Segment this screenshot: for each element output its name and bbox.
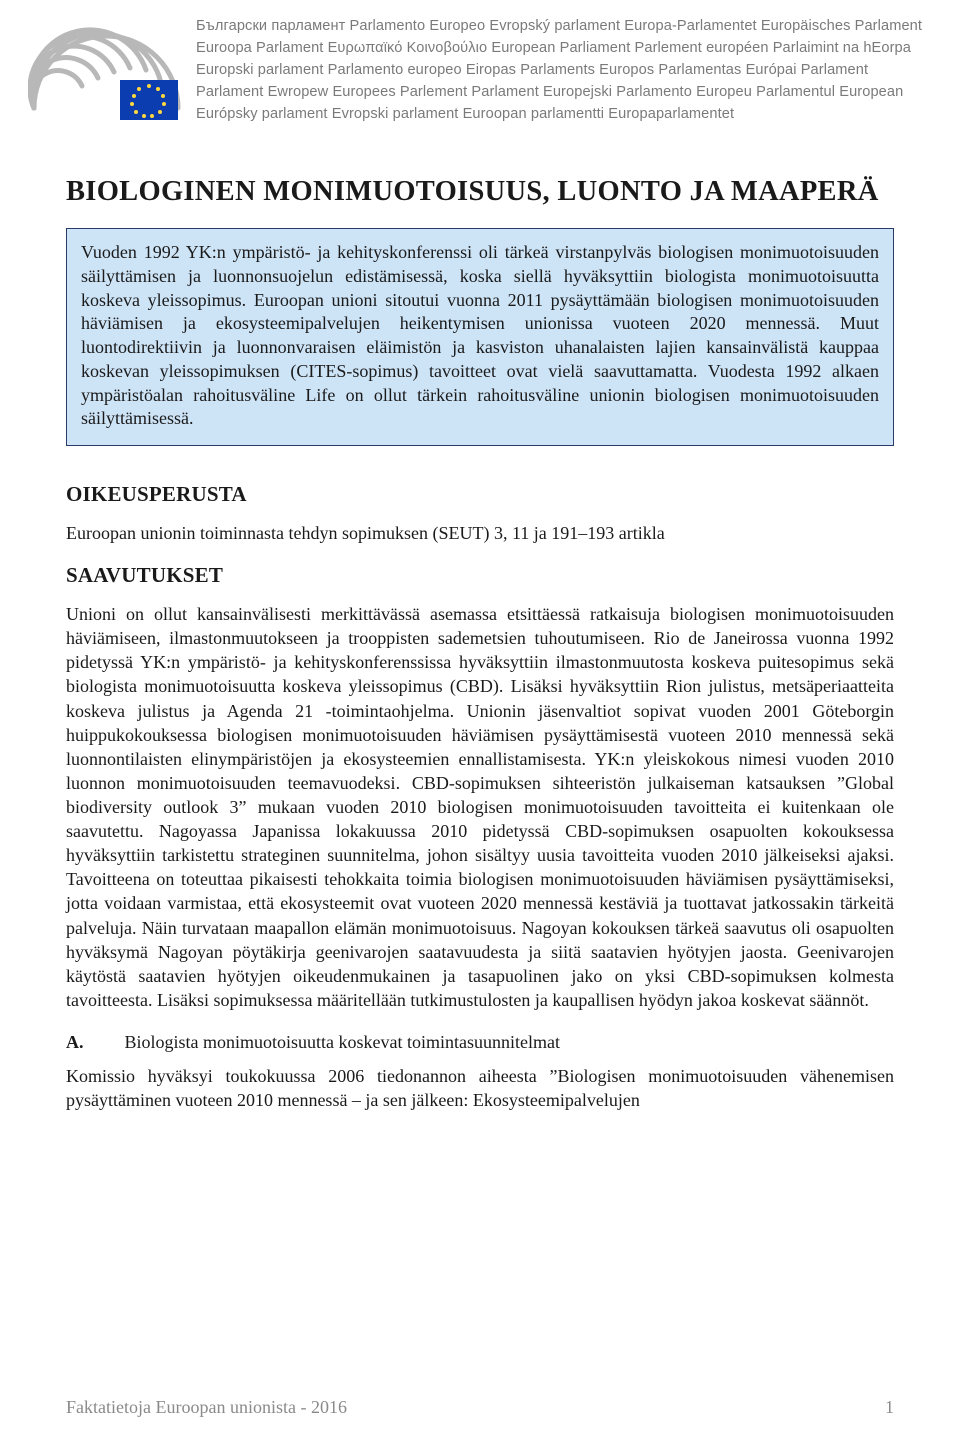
document-title: BIOLOGINEN MONIMUOTOISUUS, LUONTO JA MAA… xyxy=(66,176,894,208)
text-legal-basis: Euroopan unionin toiminnasta tehdyn sopi… xyxy=(66,521,894,545)
heading-achievements: SAAVUTUKSET xyxy=(66,563,894,588)
text-sub-a: Komissio hyväksyi toukokuussa 2006 tiedo… xyxy=(66,1064,894,1112)
footer-source: Faktatietoja Euroopan unionista - 2016 xyxy=(66,1397,347,1418)
page-footer: Faktatietoja Euroopan unionista - 2016 1 xyxy=(66,1397,894,1418)
language-names: Български парламент Parlamento Europeo E… xyxy=(196,12,932,125)
document-body: BIOLOGINEN MONIMUOTOISUUS, LUONTO JA MAA… xyxy=(0,138,960,1112)
ep-logo xyxy=(28,12,184,130)
intro-highlight-box: Vuoden 1992 YK:n ympäristö- ja kehitysko… xyxy=(66,228,894,446)
text-achievements: Unioni on ollut kansainvälisesti merkitt… xyxy=(66,602,894,1012)
subheading-a: A. Biologista monimuotoisuutta koskevat … xyxy=(66,1030,894,1054)
subheading-a-title: Biologista monimuotoisuutta koskevat toi… xyxy=(125,1032,560,1052)
page-header: Български парламент Parlamento Europeo E… xyxy=(0,0,960,138)
heading-legal-basis: OIKEUSPERUSTA xyxy=(66,482,894,507)
page-number: 1 xyxy=(885,1397,894,1418)
subheading-a-label: A. xyxy=(66,1030,120,1054)
